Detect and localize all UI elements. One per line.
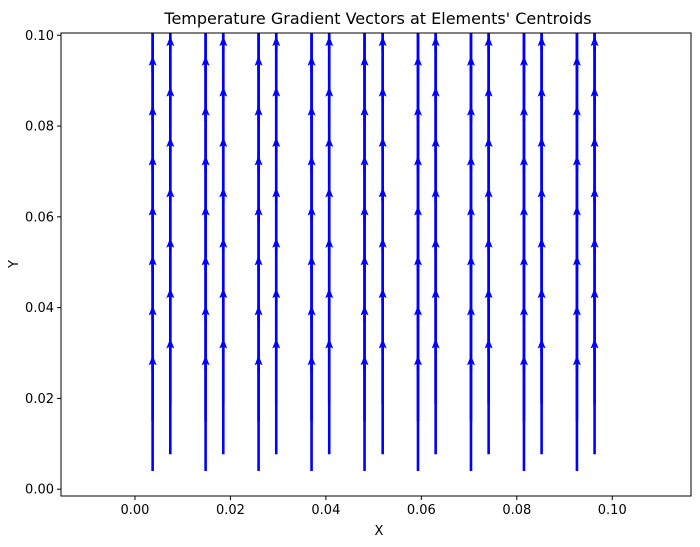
gradient-vector xyxy=(310,33,313,72)
x-tick-label: 0.08 xyxy=(502,503,531,518)
gradient-vector xyxy=(522,33,526,72)
gradient-vector xyxy=(469,33,473,72)
gradient-vector xyxy=(363,33,366,72)
x-tick-label: 0.02 xyxy=(216,503,245,518)
chart-title: Temperature Gradient Vectors at Elements… xyxy=(163,9,591,28)
gradient-vector xyxy=(416,33,420,72)
y-tick-label: 0.10 xyxy=(25,29,54,44)
x-tick-label: 0.10 xyxy=(598,503,627,518)
gradient-vector xyxy=(204,33,207,72)
x-tick-label: 0.06 xyxy=(407,503,436,518)
y-tick-label: 0.08 xyxy=(25,120,54,135)
y-tick-label: 0.04 xyxy=(25,301,54,316)
x-axis-label: X xyxy=(375,524,384,539)
y-tick-label: 0.06 xyxy=(25,210,54,225)
gradient-vector xyxy=(151,33,154,72)
y-tick-label: 0.02 xyxy=(25,392,54,407)
y-axis-label: Y xyxy=(7,260,22,269)
x-tick-label: 0.00 xyxy=(121,503,150,518)
gradient-vector xyxy=(257,33,260,72)
y-axis: 0.00 0.02 0.04 0.06 0.08 0.10 xyxy=(25,29,61,498)
y-tick-label: 0.00 xyxy=(25,483,54,498)
vector-field xyxy=(148,33,599,472)
gradient-vector xyxy=(575,33,579,72)
x-tick-label: 0.04 xyxy=(311,503,340,518)
x-axis: 0.00 0.02 0.04 0.06 0.08 0.10 xyxy=(121,496,627,518)
plot-frame xyxy=(60,32,692,497)
